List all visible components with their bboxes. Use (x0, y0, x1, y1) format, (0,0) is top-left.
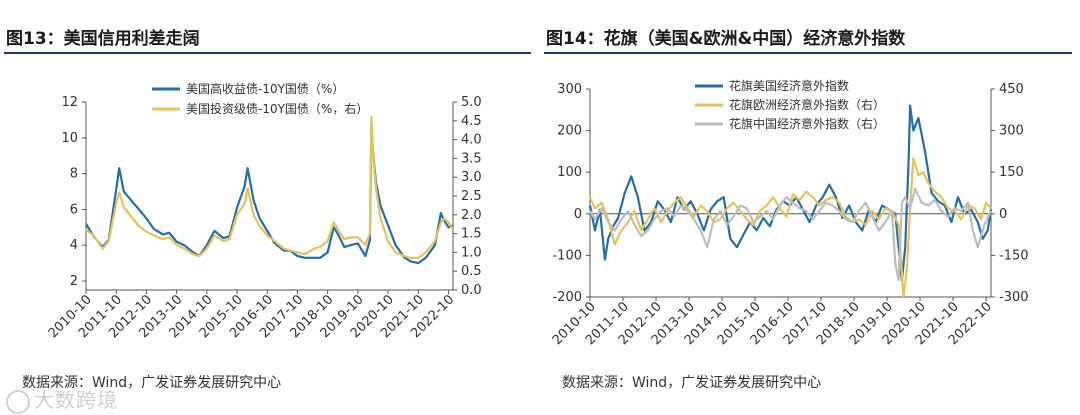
y-left-tick-label: 0 (574, 207, 582, 222)
y-left-tick-label: 12 (61, 95, 78, 110)
y-left-tick-label: 10 (61, 131, 78, 146)
y-right-tick-label: 3.5 (461, 151, 482, 166)
left-chart: 2 4 6 8 10 12 0.0 0.5 1.0 1.5 2.0 2.5 3.0 3.5 4.0 4.5 5.… (46, 81, 482, 341)
y-left-tick-label: 6 (70, 202, 78, 217)
y-left-tick-label: 200 (557, 124, 582, 139)
right-chart-title: 图14：花旗（美国&欧洲&中国）经济意外指数 (546, 29, 906, 49)
y-left-tick-label: 2 (70, 274, 78, 289)
y-right-tick-label: 0.5 (461, 264, 482, 279)
y-right-tick-label: 3.0 (461, 170, 482, 185)
y-right-tick-label: -300 (999, 290, 1029, 305)
y-right-tick-label: 4.0 (461, 133, 482, 148)
series-line-1 (85, 122, 454, 265)
series-line-1 (588, 104, 993, 282)
left-chart-title: 图13：美国信用利差走阔 (6, 29, 200, 49)
y-right-tick-label: 1.0 (461, 245, 482, 260)
right-chart-source: 数据来源：Wind，广发证券发展研究中心 (562, 375, 822, 391)
left-title-rule (4, 52, 531, 54)
watermark-logo-icon (6, 389, 30, 414)
legend-label: 美国高收益债-10Y国债（%） (186, 81, 344, 96)
y-right-tick-label: 1.5 (461, 227, 482, 242)
right-chart-panel: 图14：花旗（美国&欧洲&中国）经济意外指数 -200 -100 0 100 200 30… (540, 0, 1080, 415)
series-line-3 (589, 187, 992, 282)
y-right-tick-label: 300 (999, 124, 1024, 139)
right-title-rule (544, 52, 1072, 54)
legend-label: 花旗欧洲经济意外指数（右） (729, 97, 885, 112)
y-right-tick-label: 5.0 (461, 95, 482, 110)
legend-label: 花旗美国经济意外指数 (729, 78, 849, 93)
series-line-2 (85, 115, 454, 260)
left-chart-panel: 图13：美国信用利差走阔 2 4 6 8 10 12 0.0 0.5 1.0 1.5 2.0 2.5 3… (0, 0, 535, 415)
y-right-tick-label: 0 (999, 207, 1007, 222)
y-left-tick-label: 100 (557, 165, 582, 180)
y-right-tick-label: 0.0 (461, 283, 482, 298)
left-chart-source: 数据来源：Wind，广发证券发展研究中心 (22, 375, 282, 391)
y-left-tick-label: 8 (70, 167, 78, 182)
y-right-tick-label: 2.0 (461, 208, 482, 223)
series-line-2 (588, 157, 992, 299)
right-chart: -200-1000100200300-300-15001503004502010… (550, 78, 1029, 348)
y-right-tick-label: 150 (999, 165, 1024, 180)
watermark-text: 大数跨境 (34, 388, 118, 412)
y-left-tick-label: -200 (552, 290, 582, 305)
y-left-tick-label: -100 (552, 248, 582, 263)
watermark: 大数跨境 (6, 384, 118, 414)
y-right-tick-label: 2.5 (461, 189, 482, 204)
y-right-tick-label: 450 (999, 82, 1024, 97)
y-right-tick-label: 4.5 (461, 114, 482, 129)
legend-label: 美国投资级债-10Y国债（%，右） (186, 101, 368, 116)
y-right-tick-label: -150 (999, 248, 1029, 263)
y-left-tick-label: 300 (557, 82, 582, 97)
legend-label: 花旗中国经济意外指数（右） (729, 116, 885, 131)
y-left-tick-label: 4 (70, 238, 78, 253)
